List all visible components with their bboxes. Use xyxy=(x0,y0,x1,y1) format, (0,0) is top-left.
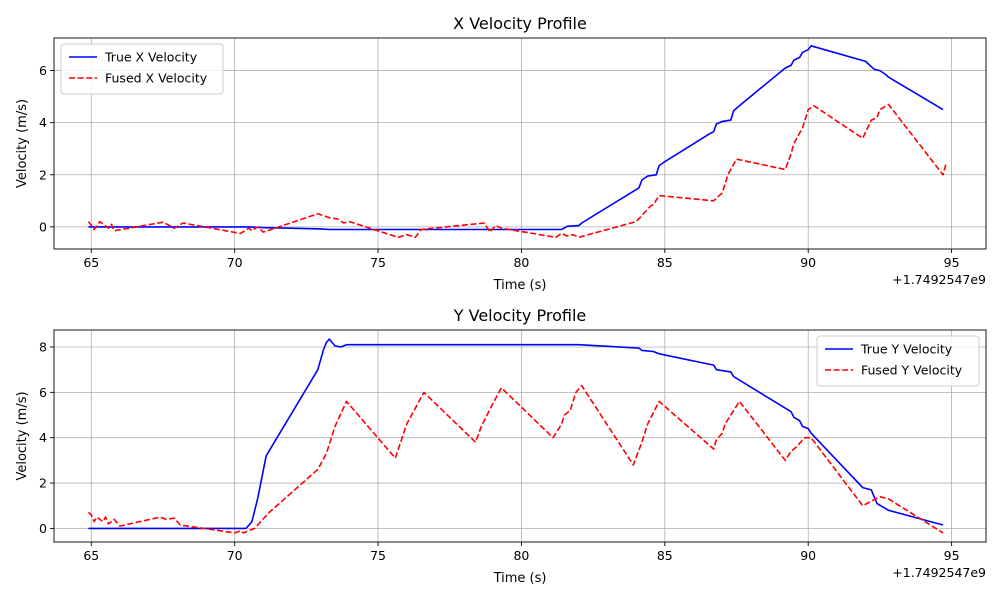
legend-box xyxy=(816,335,980,387)
y-tick-label: 4 xyxy=(39,115,47,130)
x-tick-label: 95 xyxy=(944,548,960,563)
axes-frame xyxy=(53,329,987,543)
axes-frame xyxy=(53,37,987,250)
x-tick-label: 85 xyxy=(657,255,673,270)
x-tick-label: 75 xyxy=(370,548,386,563)
y-tick-label: 0 xyxy=(39,219,47,234)
x-offset-label: +1.7492547e9 xyxy=(892,272,986,287)
y-tick-label: 2 xyxy=(39,476,47,491)
x-tick-label: 90 xyxy=(800,548,816,563)
series-line-1 xyxy=(88,45,944,231)
chart-title: X Velocity Profile xyxy=(453,14,587,33)
x-tick-label: 80 xyxy=(513,255,529,270)
legend-entry: Fused Y Velocity xyxy=(861,363,963,378)
legend-box xyxy=(60,43,224,95)
y-tick-label: 6 xyxy=(39,385,47,400)
y-tick-label: 0 xyxy=(39,521,47,536)
y-axis-label: Velocity (m/s) xyxy=(15,391,30,480)
x-tick-label: 90 xyxy=(800,255,816,270)
chart-1: 65 70 75 80 85 90 95 0 2 4 6 +1.7492547e9 X Velocity… xyxy=(15,14,987,293)
x-tick-label: 70 xyxy=(227,255,243,270)
legend-entry: True X Velocity xyxy=(104,50,198,65)
y-tick-label: 2 xyxy=(39,167,47,182)
y-tick-label: 6 xyxy=(39,63,47,78)
series-line-2 xyxy=(87,103,947,239)
x-tick-label: 75 xyxy=(370,255,386,270)
x-tick-label: 95 xyxy=(944,255,960,270)
chart-2: 65 70 75 80 85 90 95 0 2 4 6 8 +1.7492547e9 Y Velocit… xyxy=(15,306,987,586)
x-offset-label: +1.7492547e9 xyxy=(892,565,986,580)
x-axis-label: Time (s) xyxy=(493,571,547,586)
legend-entry: True Y Velocity xyxy=(860,342,953,357)
x-tick-label: 65 xyxy=(83,255,99,270)
chart-title: Y Velocity Profile xyxy=(453,306,586,325)
y-tick-label: 4 xyxy=(39,430,47,445)
series-line-2 xyxy=(87,384,944,534)
x-tick-label: 70 xyxy=(227,548,243,563)
x-tick-label: 65 xyxy=(83,548,99,563)
x-axis-label: Time (s) xyxy=(493,278,547,293)
y-tick-label: 8 xyxy=(39,340,47,355)
y-axis-label: Velocity (m/s) xyxy=(15,99,30,188)
legend: True Y Velocity Fused Y Velocity xyxy=(816,335,980,387)
legend: True X Velocity Fused X Velocity xyxy=(60,43,224,95)
series-line-1 xyxy=(88,338,944,530)
x-tick-label: 85 xyxy=(657,548,673,563)
x-tick-label: 80 xyxy=(513,548,529,563)
legend-entry: Fused X Velocity xyxy=(105,71,208,86)
